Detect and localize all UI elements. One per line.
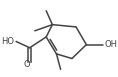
Text: O: O (24, 60, 30, 69)
Text: HO: HO (1, 37, 14, 46)
Text: OH: OH (104, 40, 117, 49)
